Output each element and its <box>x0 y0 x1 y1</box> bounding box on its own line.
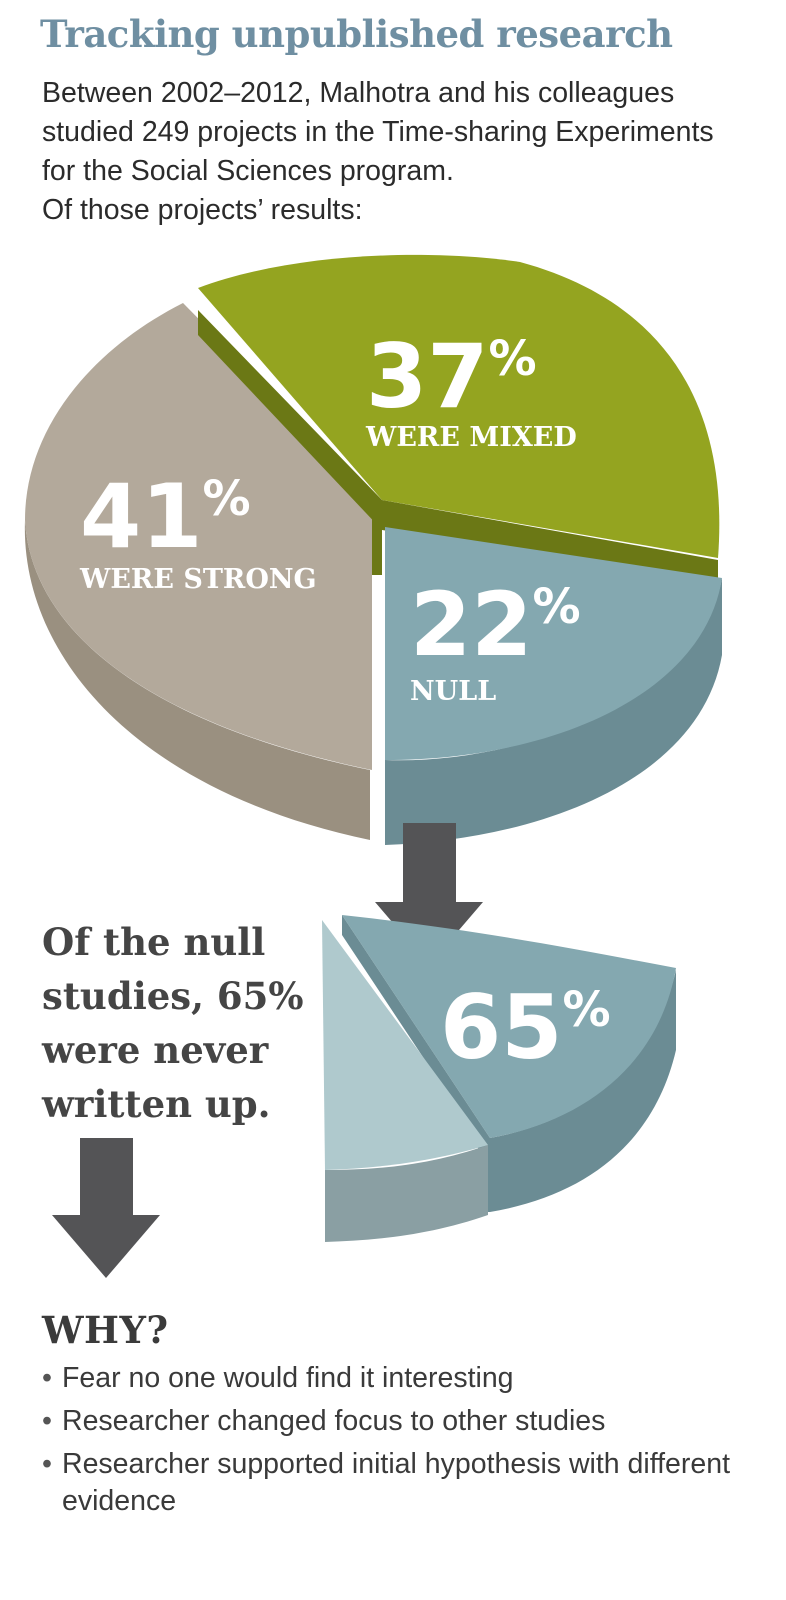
pie-slice-null-side <box>385 578 722 845</box>
reason-item: Researcher supported initial hypothesis … <box>42 1446 782 1520</box>
page-title: Tracking unpublished research <box>40 12 673 56</box>
intro-line: Between 2002–2012, Malhotra and his coll… <box>42 77 675 109</box>
slice-strong-label: WERE STRONG <box>79 564 317 595</box>
null-note-line: were never <box>42 1028 269 1072</box>
intro-line: studied 249 projects in the Time-sharing… <box>42 116 714 148</box>
intro-line: for the Social Sciences program. <box>42 155 454 187</box>
down-arrow-icon <box>52 1138 160 1278</box>
pie-slice-mixed-top <box>198 254 720 559</box>
reason-item: Fear no one would find it interesting <box>42 1360 782 1397</box>
null-note-line: studies, 65% <box>42 974 304 1018</box>
null-note-line: written up. <box>42 1082 271 1126</box>
slice-mixed-label: WERE MIXED <box>365 422 577 453</box>
pie-slice-strong-side <box>24 520 371 840</box>
reasons-list: Fear no one would find it interesting Re… <box>42 1360 782 1526</box>
null-breakdown-unwritten-side <box>342 915 490 1212</box>
pie-slice-null <box>385 527 722 845</box>
slice-strong-value: 41% <box>80 465 251 568</box>
intro-text: Between 2002–2012, Malhotra and his coll… <box>42 74 772 230</box>
reason-item: Researcher changed focus to other studie… <box>42 1403 782 1440</box>
intro-line: Of those projects’ results: <box>42 194 363 226</box>
null-breakdown-other-top <box>322 920 488 1170</box>
null-breakdown-value: 65% <box>440 976 611 1079</box>
slice-null-label: NULL <box>410 676 496 707</box>
pie-slice-mixed-side <box>372 500 382 575</box>
pie-slice-mixed <box>198 254 720 580</box>
slice-mixed-value: 37% <box>366 325 537 428</box>
null-breakdown-other-side <box>325 1145 488 1242</box>
pie-slice-mixed-side <box>382 500 718 580</box>
why-heading: WHY? <box>42 1308 169 1352</box>
null-breakdown-slice-unwritten <box>342 915 676 1212</box>
null-breakdown-unwritten-side <box>490 970 676 1212</box>
null-breakdown-slice-other <box>322 920 488 1242</box>
pie-slice-mixed-side <box>198 310 382 530</box>
null-breakdown-unwritten-top <box>342 915 676 1138</box>
null-studies-note: Of the null studies, 65% were never writ… <box>42 915 342 1131</box>
slice-null-value: 22% <box>410 573 581 676</box>
null-note-line: Of the null <box>42 920 266 964</box>
pie-slice-null-top <box>385 527 722 760</box>
